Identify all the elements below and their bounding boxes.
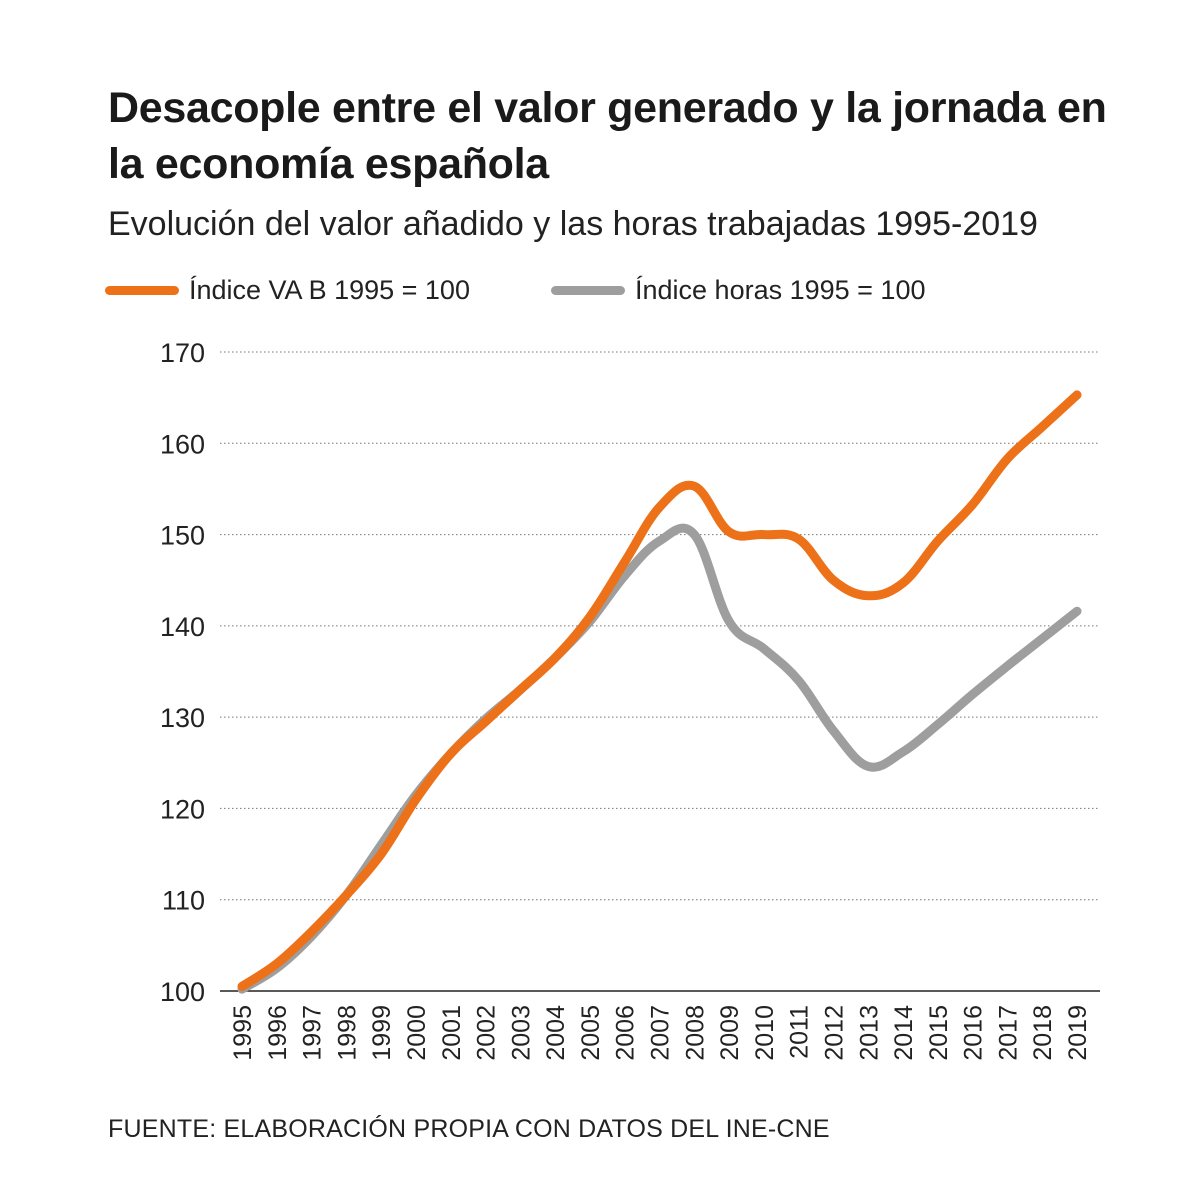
x-tick-label-2014: 2014 [890, 1005, 918, 1061]
x-tick-label-2007: 2007 [647, 1005, 675, 1061]
x-tick-label-2010: 2010 [751, 1005, 779, 1061]
y-tick-label-140: 140 [160, 612, 205, 642]
x-tick-label-1995: 1995 [229, 1005, 257, 1061]
x-tick-label-2016: 2016 [960, 1005, 988, 1061]
x-tick-label-2001: 2001 [438, 1005, 466, 1061]
x-tick-label-2012: 2012 [820, 1005, 848, 1061]
x-tick-label-2019: 2019 [1064, 1005, 1092, 1061]
x-tick-label-1996: 1996 [264, 1005, 292, 1061]
legend-item-horas: Índice horas 1995 = 100 [551, 268, 925, 312]
legend-label-va: Índice VA B 1995 = 100 [189, 274, 470, 305]
y-tick-label-120: 120 [160, 794, 205, 824]
x-tick-label-2017: 2017 [994, 1005, 1022, 1061]
chart-title: Desacople entre el valor generado y la j… [108, 84, 1107, 188]
y-tick-label-130: 130 [160, 703, 205, 733]
y-tick-label-110: 110 [162, 886, 205, 916]
x-tick-label-2018: 2018 [1029, 1005, 1057, 1061]
x-tick-label-2008: 2008 [681, 1005, 709, 1061]
x-tick-label-1999: 1999 [368, 1005, 396, 1061]
source-note: FUENTE: ELABORACIÓN PROPIA CON DATOS DEL… [108, 1115, 830, 1143]
x-tick-label-2011: 2011 [786, 1005, 814, 1059]
x-tick-label-2013: 2013 [855, 1005, 883, 1061]
series-line-horas [237, 523, 1082, 994]
x-tick-label-2002: 2002 [473, 1005, 501, 1061]
chart-subtitle: Evolución del valor añadido y las horas … [108, 205, 1038, 243]
x-tick-label-2003: 2003 [507, 1005, 535, 1061]
y-tick-label-170: 170 [160, 338, 205, 368]
series-line-va [237, 390, 1082, 991]
legend-label-horas: Índice horas 1995 = 100 [635, 274, 926, 305]
x-tick-label-2015: 2015 [925, 1005, 953, 1061]
x-tick-label-1998: 1998 [333, 1005, 361, 1061]
x-tick-label-2009: 2009 [716, 1005, 744, 1061]
y-tick-label-100: 100 [160, 977, 205, 1007]
legend-swatch-horas [551, 285, 625, 295]
x-tick-label-2004: 2004 [542, 1005, 570, 1061]
x-tick-label-2005: 2005 [577, 1005, 605, 1061]
y-tick-label-160: 160 [160, 429, 205, 459]
legend-item-va: Índice VA B 1995 = 100 [105, 268, 470, 312]
y-tick-label-150: 150 [160, 521, 205, 551]
legend: Índice VA B 1995 = 100 Índice horas 1995… [105, 268, 1105, 312]
x-tick-label-1997: 1997 [299, 1005, 327, 1061]
x-tick-label-2000: 2000 [403, 1005, 431, 1061]
x-tick-label-2006: 2006 [612, 1005, 640, 1061]
legend-swatch-va [105, 285, 179, 295]
